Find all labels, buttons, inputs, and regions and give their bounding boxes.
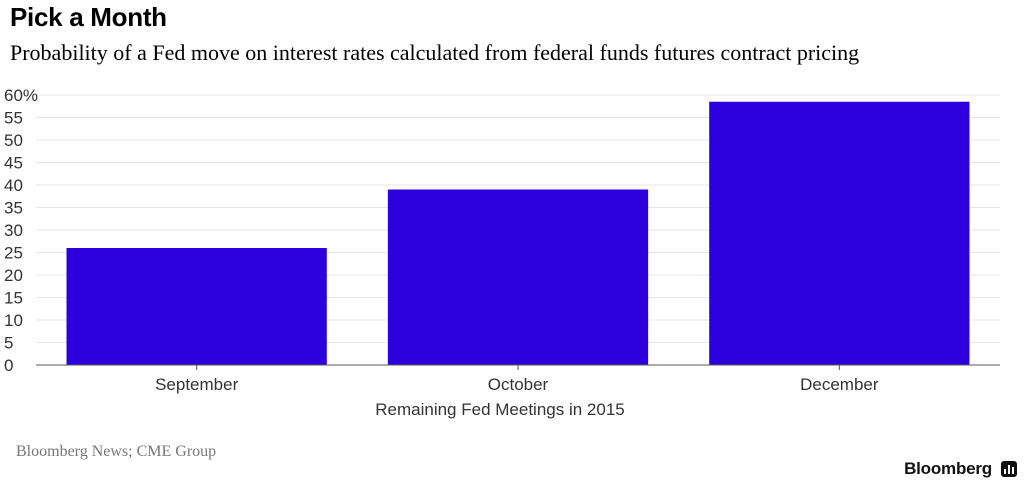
y-tick-label: 30 (4, 221, 23, 240)
y-tick-label: 0 (4, 356, 13, 375)
y-tick-label: 45 (4, 154, 23, 173)
y-tick-label: 25 (4, 244, 23, 263)
bar-december (709, 101, 970, 365)
chart-subtitle: Probability of a Fed move on interest ra… (10, 40, 860, 65)
y-tick-label: 50 (4, 131, 23, 150)
y-tick-label: 5 (4, 334, 13, 353)
bloomberg-logo: Bloomberg (904, 459, 992, 478)
y-tick-label: 60% (4, 86, 38, 105)
x-tick-label: October (488, 375, 549, 394)
y-tick-label: 35 (4, 199, 23, 218)
bloomberg-chart-icon (1001, 461, 1017, 477)
y-tick-label: 40 (4, 176, 23, 195)
bars (66, 101, 970, 365)
x-tick-label: December (800, 375, 879, 394)
x-tick-label: September (155, 375, 238, 394)
y-tick-label: 20 (4, 266, 23, 285)
x-axis-label: Remaining Fed Meetings in 2015 (375, 400, 624, 419)
y-tick-label: 10 (4, 311, 23, 330)
y-tick-label: 15 (4, 289, 23, 308)
bar-october (387, 189, 649, 365)
x-axis-ticks: September October December (155, 365, 879, 394)
chart-title: Pick a Month (10, 2, 167, 32)
source-note: Bloomberg News; CME Group (16, 443, 217, 460)
y-axis-ticks: 0 5 10 15 20 25 30 35 40 45 50 55 60% (4, 86, 38, 375)
y-tick-label: 55 (4, 109, 23, 128)
bar-september (66, 248, 327, 365)
